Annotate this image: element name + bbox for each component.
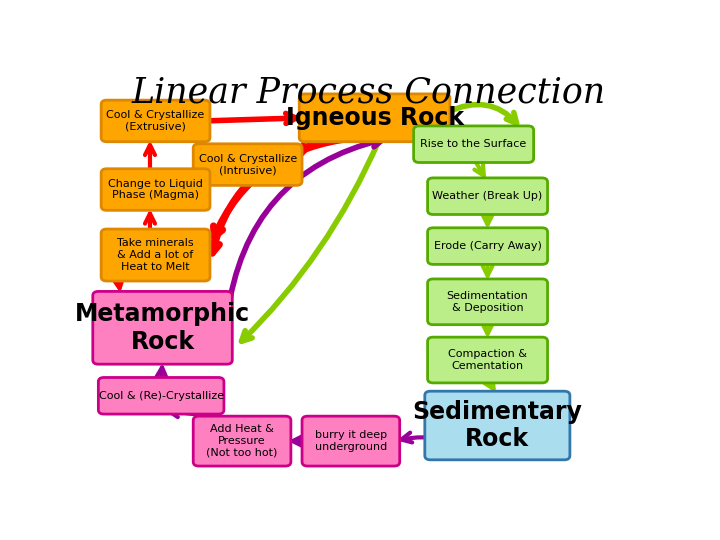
- Text: Rise to the Surface: Rise to the Surface: [420, 139, 527, 149]
- Text: Igneous Rock: Igneous Rock: [286, 106, 464, 130]
- Text: Add Heat &
Pressure
(Not too hot): Add Heat & Pressure (Not too hot): [207, 424, 278, 458]
- Text: Linear Process Connection: Linear Process Connection: [132, 75, 606, 109]
- Text: Metamorphic
Rock: Metamorphic Rock: [75, 302, 250, 354]
- Text: Compaction &
Cementation: Compaction & Cementation: [448, 349, 527, 371]
- FancyBboxPatch shape: [413, 126, 534, 163]
- FancyBboxPatch shape: [101, 100, 210, 141]
- Text: Sedimentary
Rock: Sedimentary Rock: [413, 400, 582, 451]
- Text: Sedimentation
& Deposition: Sedimentation & Deposition: [446, 291, 528, 313]
- Text: Take minerals
& Add a lot of
Heat to Melt: Take minerals & Add a lot of Heat to Mel…: [117, 239, 194, 272]
- FancyBboxPatch shape: [300, 94, 450, 141]
- FancyBboxPatch shape: [93, 292, 233, 364]
- FancyBboxPatch shape: [193, 416, 291, 466]
- FancyBboxPatch shape: [428, 178, 547, 214]
- Text: Cool & Crystallize
(Intrusive): Cool & Crystallize (Intrusive): [199, 154, 297, 176]
- Text: Cool & Crystallize
(Extrusive): Cool & Crystallize (Extrusive): [107, 110, 204, 132]
- FancyBboxPatch shape: [302, 416, 400, 466]
- Text: Cool & (Re)-Crystallize: Cool & (Re)-Crystallize: [99, 391, 224, 401]
- Text: Weather (Break Up): Weather (Break Up): [433, 191, 543, 201]
- FancyBboxPatch shape: [99, 377, 224, 414]
- Text: Change to Liquid
Phase (Magma): Change to Liquid Phase (Magma): [108, 179, 203, 200]
- FancyBboxPatch shape: [428, 337, 547, 383]
- Text: Erode (Carry Away): Erode (Carry Away): [433, 241, 541, 251]
- FancyBboxPatch shape: [193, 144, 302, 185]
- FancyBboxPatch shape: [428, 279, 547, 325]
- Text: burry it deep
underground: burry it deep underground: [315, 430, 387, 452]
- FancyBboxPatch shape: [425, 391, 570, 460]
- FancyBboxPatch shape: [101, 168, 210, 210]
- FancyBboxPatch shape: [101, 229, 210, 281]
- FancyBboxPatch shape: [428, 228, 547, 265]
